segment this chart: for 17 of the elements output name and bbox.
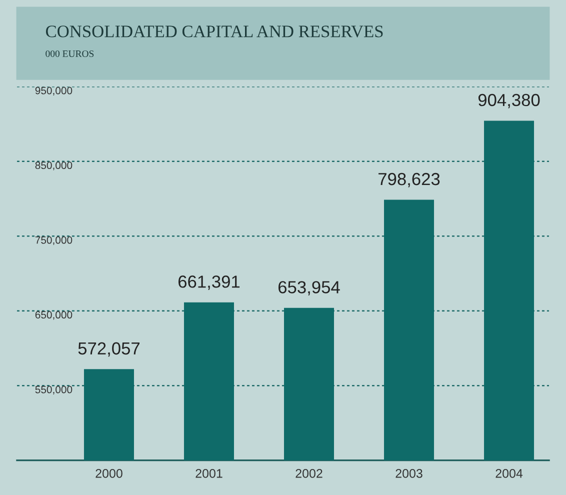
data-label: 653,954	[278, 281, 340, 296]
data-label: 661,391	[178, 276, 240, 290]
chart-title: CONSOLIDATED CAPITAL AND RESERVES	[46, 26, 383, 38]
y-tick-label: 550,000	[35, 386, 72, 394]
x-tick-label: 2001	[196, 469, 222, 478]
y-tick-label: 950,000	[35, 86, 72, 96]
y-tick-label: 850,000	[35, 162, 72, 170]
y-tick-label: 750,000	[35, 236, 72, 245]
chart-subtitle: 000 EUROS	[46, 50, 94, 58]
data-label: 798,623	[378, 172, 440, 188]
data-label: 904,380	[478, 94, 540, 108]
x-tick-label: 2002	[296, 469, 322, 478]
x-tick-label: 2000	[96, 469, 122, 478]
x-tick-label: 2003	[396, 469, 422, 478]
data-label: 572,057	[78, 342, 140, 357]
y-tick-label: 650,000	[35, 311, 72, 320]
x-tick-label: 2004	[496, 469, 523, 478]
